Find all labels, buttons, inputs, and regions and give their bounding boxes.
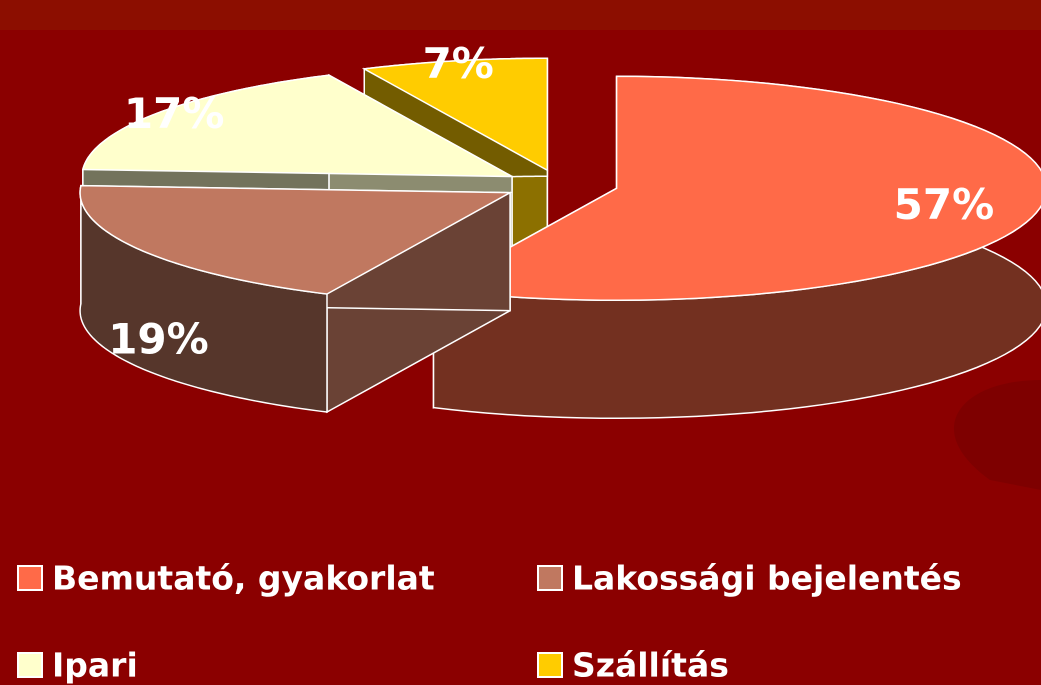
data-label: 57% <box>894 180 995 229</box>
data-label: 19% <box>108 314 209 363</box>
legend-label: Bemutató, gyakorlat <box>52 559 435 598</box>
decoration <box>953 380 1041 490</box>
data-label: 17% <box>124 89 225 138</box>
legend-label: Lakossági bejelentés <box>572 559 962 598</box>
legend-swatch <box>537 652 563 678</box>
legend-swatch <box>17 652 43 678</box>
legend-swatch <box>17 565 43 591</box>
pie-slice <box>79 184 513 414</box>
legend-label: Ipari <box>52 646 138 685</box>
slice-top <box>81 74 513 178</box>
data-label: 7% <box>423 39 494 88</box>
slice-top <box>361 57 549 172</box>
slice-top <box>431 75 1041 302</box>
pie-slice <box>431 75 1041 420</box>
top-band <box>0 0 1041 30</box>
legend-swatch <box>537 565 563 591</box>
slice-top <box>79 184 513 295</box>
legend-label: Szállítás <box>572 646 729 685</box>
